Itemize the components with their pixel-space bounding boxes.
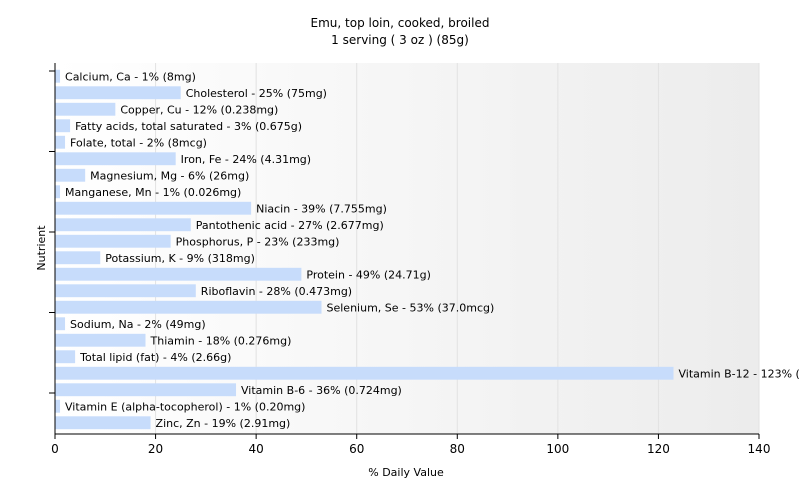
bar-label: Sodium, Na - 2% (49mg) xyxy=(70,318,206,331)
bar-label: Selenium, Se - 53% (37.0mcg) xyxy=(327,301,495,314)
x-tick-label: 100 xyxy=(546,442,569,456)
bar xyxy=(55,102,116,116)
bar-label: Manganese, Mn - 1% (0.026mg) xyxy=(65,186,241,199)
axes: 0 20 40 60 80 100 120 140 xyxy=(49,63,770,456)
bar xyxy=(55,300,322,314)
y-axis-title: Nutrient xyxy=(35,225,48,271)
bar xyxy=(55,366,674,380)
bar-label: Phosphorus, P - 23% (233mg) xyxy=(176,235,340,248)
bar-label: Calcium, Ca - 1% (8mg) xyxy=(65,70,196,83)
bar xyxy=(55,218,191,232)
bar-label: Total lipid (fat) - 4% (2.66g) xyxy=(79,351,231,364)
bar-label: Magnesium, Mg - 6% (26mg) xyxy=(90,169,249,182)
chart-title: Emu, top loin, cooked, broiled xyxy=(311,16,490,30)
x-tick-label: 60 xyxy=(349,442,364,456)
bar xyxy=(55,399,61,413)
bar xyxy=(55,267,302,281)
bar xyxy=(55,135,66,149)
bar xyxy=(55,333,146,347)
chart-subtitle: 1 serving ( 3 oz ) (85g) xyxy=(331,33,469,47)
x-tick-label: 40 xyxy=(249,442,264,456)
bar xyxy=(55,185,61,199)
bar xyxy=(55,317,66,331)
bar xyxy=(55,201,252,215)
bar xyxy=(55,69,61,83)
x-tick-label: 120 xyxy=(647,442,670,456)
bar xyxy=(55,86,181,100)
bar-label: Cholesterol - 25% (75mg) xyxy=(186,87,327,100)
bars: Calcium, Ca - 1% (8mg) Cholesterol - 25% … xyxy=(55,69,800,430)
bar-label: Thiamin - 18% (0.276mg) xyxy=(150,334,292,347)
bar-label: Pantothenic acid - 27% (2.677mg) xyxy=(196,219,384,232)
x-tick-label: 80 xyxy=(450,442,465,456)
bar-label: Zinc, Zn - 19% (2.91mg) xyxy=(156,417,291,430)
bar-label: Folate, total - 2% (8mcg) xyxy=(70,136,207,149)
bar-label: Vitamin E (alpha-tocopherol) - 1% (0.20m… xyxy=(65,400,305,413)
bar xyxy=(55,350,76,364)
bar xyxy=(55,119,71,133)
bar-label: Iron, Fe - 24% (4.31mg) xyxy=(181,153,311,166)
x-axis-title: % Daily Value xyxy=(368,466,444,479)
bar-label: Copper, Cu - 12% (0.238mg) xyxy=(120,103,278,116)
bar-label: Vitamin B-12 - 123% (7.40mcg) xyxy=(679,367,800,380)
bar xyxy=(55,152,176,166)
bar-label: Protein - 49% (24.71g) xyxy=(306,268,431,281)
bar xyxy=(55,383,237,397)
bar-label: Potassium, K - 9% (318mg) xyxy=(105,252,255,265)
bar-label: Fatty acids, total saturated - 3% (0.675… xyxy=(75,120,302,133)
bar xyxy=(55,284,196,298)
bar xyxy=(55,251,101,265)
bar xyxy=(55,234,171,248)
x-tick-label: 20 xyxy=(148,442,163,456)
x-tick-label: 140 xyxy=(748,442,771,456)
bar xyxy=(55,168,86,182)
bar-label: Riboflavin - 28% (0.473mg) xyxy=(201,285,352,298)
bar-label: Vitamin B-6 - 36% (0.724mg) xyxy=(241,384,402,397)
x-tick-label: 0 xyxy=(51,442,59,456)
bar-label: Niacin - 39% (7.755mg) xyxy=(256,202,387,215)
bar xyxy=(55,416,151,430)
